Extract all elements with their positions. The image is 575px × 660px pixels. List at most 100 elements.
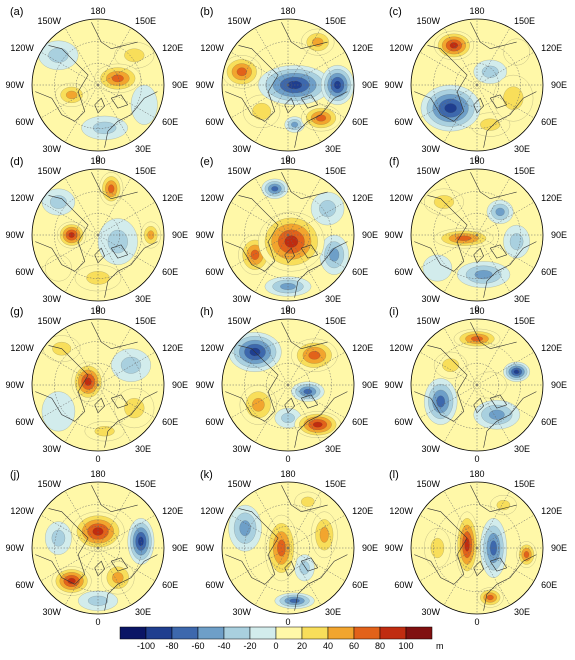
colorbar-tick-label: 60 [349, 641, 359, 651]
meridian-line [443, 27, 478, 86]
meridian-line [97, 384, 156, 419]
contour-region [480, 118, 501, 131]
map-panel-j: (j) 180 150E 120E 90E 60E 30E 0 30W 60W 90W 120W 150… [5, 469, 188, 627]
meridian-line [287, 84, 322, 143]
longitude-label: 180 [469, 306, 484, 316]
coastline [35, 322, 158, 448]
longitude-label: 30W [232, 607, 251, 617]
latitude-circle [54, 504, 142, 592]
longitude-label: 30E [325, 607, 341, 617]
longitude-label: 60E [162, 267, 178, 277]
longitude-label: 90W [5, 80, 24, 90]
longitude-label: 60W [205, 417, 224, 427]
meridian-line [64, 84, 99, 143]
contour-region [236, 67, 247, 77]
longitude-label: 30E [514, 444, 530, 454]
contour-region [444, 103, 457, 113]
meridian-line [287, 234, 346, 269]
map-outline [31, 318, 165, 452]
contour-region [509, 233, 524, 251]
panel-label: (k) [200, 469, 213, 481]
meridian-line [419, 201, 478, 236]
meridian-line [97, 27, 132, 86]
map-outline [31, 168, 165, 302]
meridian-line [40, 514, 99, 549]
longitude-label: 60E [352, 267, 368, 277]
contour-region [523, 551, 530, 559]
meridian-line [230, 234, 289, 269]
meridian-line [97, 234, 156, 269]
coastline [225, 172, 348, 298]
longitude-label: 150W [227, 316, 251, 326]
longitude-label: 30W [42, 144, 61, 154]
longitude-label: 150W [227, 16, 251, 26]
longitude-label: 30W [421, 444, 440, 454]
longitude-label: 150W [416, 16, 440, 26]
longitude-label: 120W [10, 193, 34, 203]
map-panel-a: (a) 180 150E 120E 90E 60E 30E 0 30W 60W 90W 120W 150… [5, 6, 188, 164]
longitude-label: 0 [474, 154, 479, 164]
meridian-line [64, 547, 99, 606]
longitude-label: 90E [362, 543, 378, 553]
map-outline [221, 18, 355, 152]
colorbar-tick-label: -80 [165, 641, 178, 651]
meridian-line [64, 490, 99, 549]
meridian-line [476, 84, 535, 119]
colorbar-box [275, 626, 303, 640]
contour-region [41, 391, 76, 432]
meridian-line [97, 514, 156, 549]
longitude-label: 0 [285, 617, 290, 627]
coastline [35, 485, 158, 611]
longitude-label: 150W [227, 479, 251, 489]
longitude-label: 120W [200, 506, 224, 516]
longitude-label: 180 [280, 6, 295, 16]
panel-label: (e) [200, 156, 213, 168]
longitude-label: 90W [195, 543, 214, 553]
longitude-label: 90W [384, 543, 403, 553]
meridian-line [287, 234, 322, 293]
map-panel-e: (e) 180 150E 120E 90E 60E 30E 0 30W 60W 90W 120W 150… [195, 156, 378, 314]
colorbar-tick-label: 100 [398, 641, 413, 651]
longitude-label: 150E [325, 479, 346, 489]
longitude-label: 150W [416, 316, 440, 326]
longitude-label: 60E [162, 417, 178, 427]
map-panel-c: (c) 180 150E 120E 90E 60E 30E 0 30W 60W 90W 120W 150… [384, 6, 567, 164]
contour-region [108, 184, 115, 194]
longitude-label: 180 [90, 306, 105, 316]
longitude-label: 120E [352, 43, 373, 53]
longitude-label: 60W [15, 417, 34, 427]
meridian-line [230, 201, 289, 236]
longitude-label: 120E [352, 193, 373, 203]
contour-region [422, 254, 453, 282]
colorbar-tick-label: 0 [273, 641, 278, 651]
map-outline [31, 18, 165, 152]
coastline [225, 322, 348, 448]
panel-label: (l) [389, 469, 399, 481]
longitude-label: 90W [5, 543, 24, 553]
meridian-line [287, 351, 346, 386]
meridian-line [40, 384, 99, 419]
longitude-label: 0 [285, 454, 290, 464]
colorbar-box [171, 626, 199, 640]
contour-region [486, 594, 494, 601]
contour-region [319, 200, 337, 218]
longitude-label: 120W [200, 43, 224, 53]
meridian-line [476, 234, 535, 269]
meridian-line [97, 234, 132, 293]
meridian-line [64, 327, 99, 386]
meridian-line [443, 327, 478, 386]
panel-label: (a) [10, 6, 23, 18]
meridian-line [443, 177, 478, 236]
longitude-label: 180 [280, 306, 295, 316]
meridian-line [287, 201, 346, 236]
longitude-label: 60W [394, 417, 413, 427]
contour-region [84, 377, 92, 386]
contour-region [45, 254, 72, 282]
contour-region [456, 235, 472, 241]
longitude-label: 180 [280, 469, 295, 479]
map-panel-h: (h) 180 150E 120E 90E 60E 30E 0 30W 60W 90W 120W 150… [195, 306, 378, 464]
longitude-label: 30W [42, 444, 61, 454]
colorbar-tick-label: 20 [297, 641, 307, 651]
panel-grid: (a) 180 150E 120E 90E 60E 30E 0 30W 60W 90W 120W 150… [5, 6, 567, 627]
